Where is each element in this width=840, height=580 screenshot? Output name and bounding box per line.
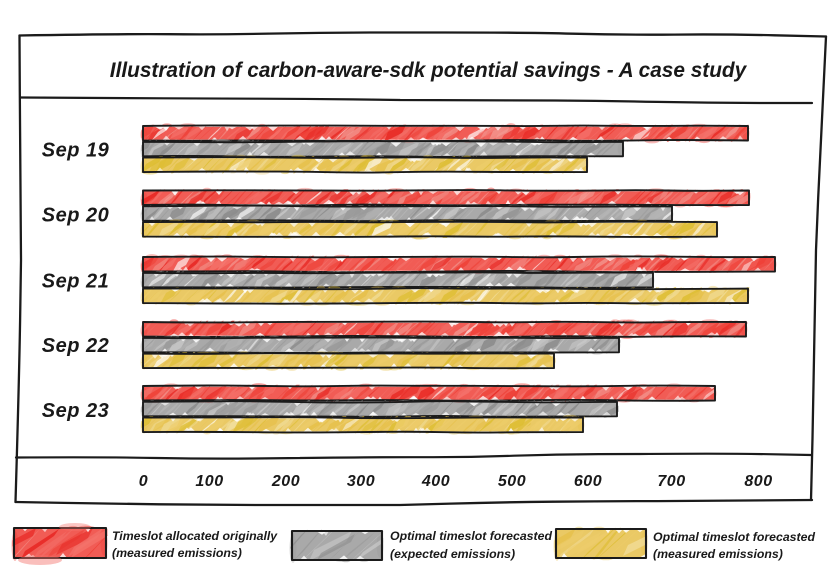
svg-text:0: 0: [139, 473, 148, 490]
svg-text:Sep 22: Sep 22: [42, 335, 109, 357]
svg-text:100: 100: [195, 473, 223, 490]
svg-text:(measured emissions): (measured emissions): [653, 547, 783, 561]
svg-text:Optimal timeslot forecasted: Optimal timeslot forecasted: [653, 530, 815, 544]
svg-text:Sep 21: Sep 21: [42, 271, 109, 293]
svg-text:400: 400: [421, 473, 450, 490]
svg-text:Illustration of carbon-aware-s: Illustration of carbon-aware-sdk potenti…: [110, 59, 748, 82]
svg-text:(measured emissions): (measured emissions): [112, 546, 242, 560]
svg-text:Sep 23: Sep 23: [42, 400, 109, 422]
svg-text:Timeslot allocated originally: Timeslot allocated originally: [112, 529, 278, 543]
svg-text:(expected emissions): (expected emissions): [390, 547, 515, 561]
svg-text:700: 700: [657, 473, 685, 490]
svg-text:800: 800: [744, 473, 772, 490]
svg-text:600: 600: [574, 473, 602, 490]
svg-text:Sep 19: Sep 19: [42, 140, 110, 162]
svg-text:Optimal timeslot forecasted: Optimal timeslot forecasted: [390, 529, 552, 543]
svg-text:500: 500: [498, 473, 526, 490]
svg-text:200: 200: [271, 473, 300, 490]
svg-text:Sep 20: Sep 20: [42, 205, 109, 227]
svg-text:300: 300: [347, 473, 375, 490]
